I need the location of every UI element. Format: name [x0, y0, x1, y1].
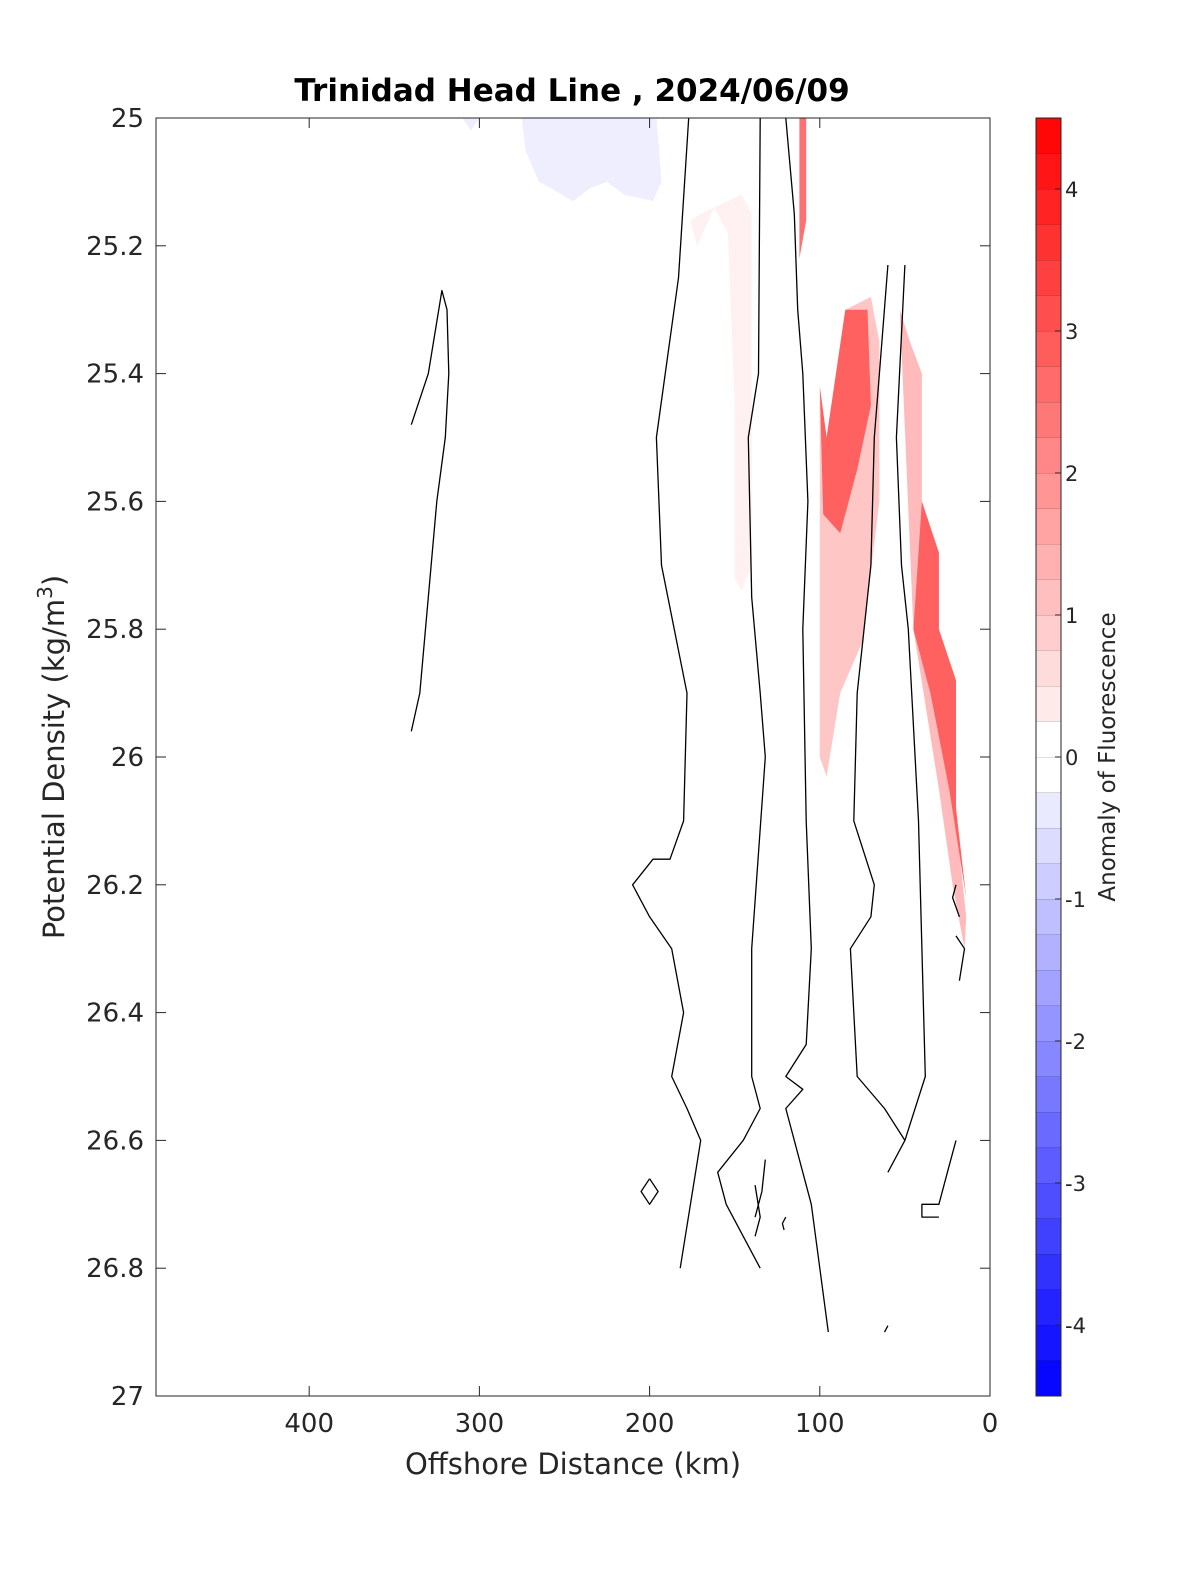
contour-line — [754, 1159, 766, 1218]
y-tick-label: 25.4 — [86, 360, 144, 390]
colorbar-band — [1036, 473, 1061, 509]
colorbar-ticks: -4 -3 -2 -1 0 1 2 3 4 — [1055, 178, 1086, 1338]
colorbar: -4 -3 -2 -1 0 1 2 3 4 — [1035, 117, 1086, 1397]
anomaly-region — [799, 118, 807, 259]
contour-line — [955, 935, 966, 981]
colorbar-tick-label: -3 — [1065, 1172, 1086, 1196]
y-tick-label: 26.6 — [86, 1126, 144, 1156]
contour-line-layer — [410, 117, 966, 1333]
colorbar-band — [1036, 1254, 1061, 1290]
colorbar-bands — [1036, 117, 1061, 1396]
x-axis-ticks: 400 300 200 100 0 — [284, 118, 998, 1439]
y-tick-label: 26.8 — [86, 1254, 144, 1284]
contour-line — [640, 1178, 659, 1205]
colorbar-band — [1036, 1325, 1061, 1361]
colorbar-band — [1036, 1005, 1061, 1041]
colorbar-band — [1036, 1360, 1061, 1396]
colorbar-band — [1036, 189, 1061, 225]
anomaly-region — [462, 118, 662, 202]
colorbar-band — [1036, 899, 1061, 935]
colorbar-band — [1036, 1289, 1061, 1325]
y-tick-label: 25.8 — [86, 615, 144, 645]
contour-line — [849, 264, 906, 1141]
colorbar-band — [1036, 615, 1061, 651]
colorbar-tick-label: -2 — [1065, 1030, 1086, 1054]
y-tick-label: 26 — [111, 743, 144, 773]
colorbar-band — [1036, 366, 1061, 402]
contour-line — [951, 884, 961, 918]
plot-area: 400 300 200 100 0 25 25.2 25.4 25.6 25.8 26 26.2 26… — [86, 104, 998, 1439]
colorbar-tick-label: 4 — [1065, 178, 1078, 202]
colorbar-band — [1036, 792, 1061, 828]
x-tick-label: 0 — [982, 1409, 999, 1439]
y-tick-label: 27 — [111, 1382, 144, 1412]
colorbar-band — [1036, 828, 1061, 864]
y-axis-label: Potential Density (kg/m3) — [33, 575, 71, 939]
colorbar-tick-label: 2 — [1065, 462, 1078, 486]
colorbar-band — [1036, 331, 1061, 367]
colorbar-band — [1036, 437, 1061, 473]
colorbar-label: Anomaly of Fluorescence — [1095, 612, 1121, 901]
colorbar-band — [1036, 260, 1061, 296]
contour-line — [631, 117, 702, 1269]
colorbar-band — [1036, 863, 1061, 899]
contour-line — [883, 1325, 889, 1333]
contour-line — [754, 1184, 761, 1237]
y-tick-label: 26.2 — [86, 871, 144, 901]
colorbar-tick-label: 3 — [1065, 320, 1078, 344]
colorbar-band — [1036, 402, 1061, 438]
y-tick-label: 26.4 — [86, 999, 144, 1029]
colorbar-tick-label: -4 — [1065, 1314, 1086, 1338]
colorbar-band — [1036, 1112, 1061, 1148]
contour-line — [717, 117, 766, 1269]
colorbar-band — [1036, 508, 1061, 544]
contour-line — [887, 264, 926, 1173]
colorbar-band — [1036, 721, 1061, 757]
colorbar-band — [1036, 1076, 1061, 1112]
colorbar-band — [1036, 934, 1061, 970]
anomaly-region — [690, 194, 752, 591]
colorbar-tick-label: 0 — [1065, 746, 1078, 770]
colorbar-band — [1036, 118, 1061, 154]
x-tick-label: 100 — [795, 1409, 845, 1439]
colorbar-band — [1036, 1183, 1061, 1219]
chart-title: Trinidad Head Line , 2024/06/09 — [294, 73, 849, 109]
x-axis-label: Offshore Distance (km) — [405, 1447, 741, 1481]
colorbar-band — [1036, 686, 1061, 722]
x-tick-label: 200 — [625, 1409, 675, 1439]
y-tick-label: 25.6 — [86, 487, 144, 517]
y-tick-label: 25.2 — [86, 232, 144, 262]
colorbar-tick-label: -1 — [1065, 888, 1086, 912]
x-tick-label: 400 — [284, 1409, 334, 1439]
y-axis-ticks: 25 25.2 25.4 25.6 25.8 26 26.2 26.4 26.6 26.8 27 — [86, 104, 990, 1412]
colorbar-band — [1036, 757, 1061, 793]
colorbar-band — [1036, 544, 1061, 580]
filled-contour-layer — [462, 118, 967, 949]
colorbar-band — [1036, 1218, 1061, 1254]
colorbar-band — [1036, 1147, 1061, 1183]
colorbar-band — [1036, 579, 1061, 615]
colorbar-band — [1036, 1041, 1061, 1077]
colorbar-band — [1036, 224, 1061, 260]
contour-line — [410, 289, 450, 732]
contour-line — [785, 117, 829, 1333]
colorbar-band — [1036, 295, 1061, 331]
colorbar-tick-label: 1 — [1065, 604, 1078, 628]
anomaly-region — [819, 309, 871, 534]
colorbar-band — [1036, 650, 1061, 686]
colorbar-band — [1036, 153, 1061, 189]
y-tick-label: 25 — [111, 104, 144, 134]
contour-line — [781, 1216, 787, 1231]
anomaly-region — [913, 501, 967, 898]
x-tick-label: 300 — [455, 1409, 505, 1439]
contour-line — [921, 1140, 957, 1218]
colorbar-band — [1036, 970, 1061, 1006]
